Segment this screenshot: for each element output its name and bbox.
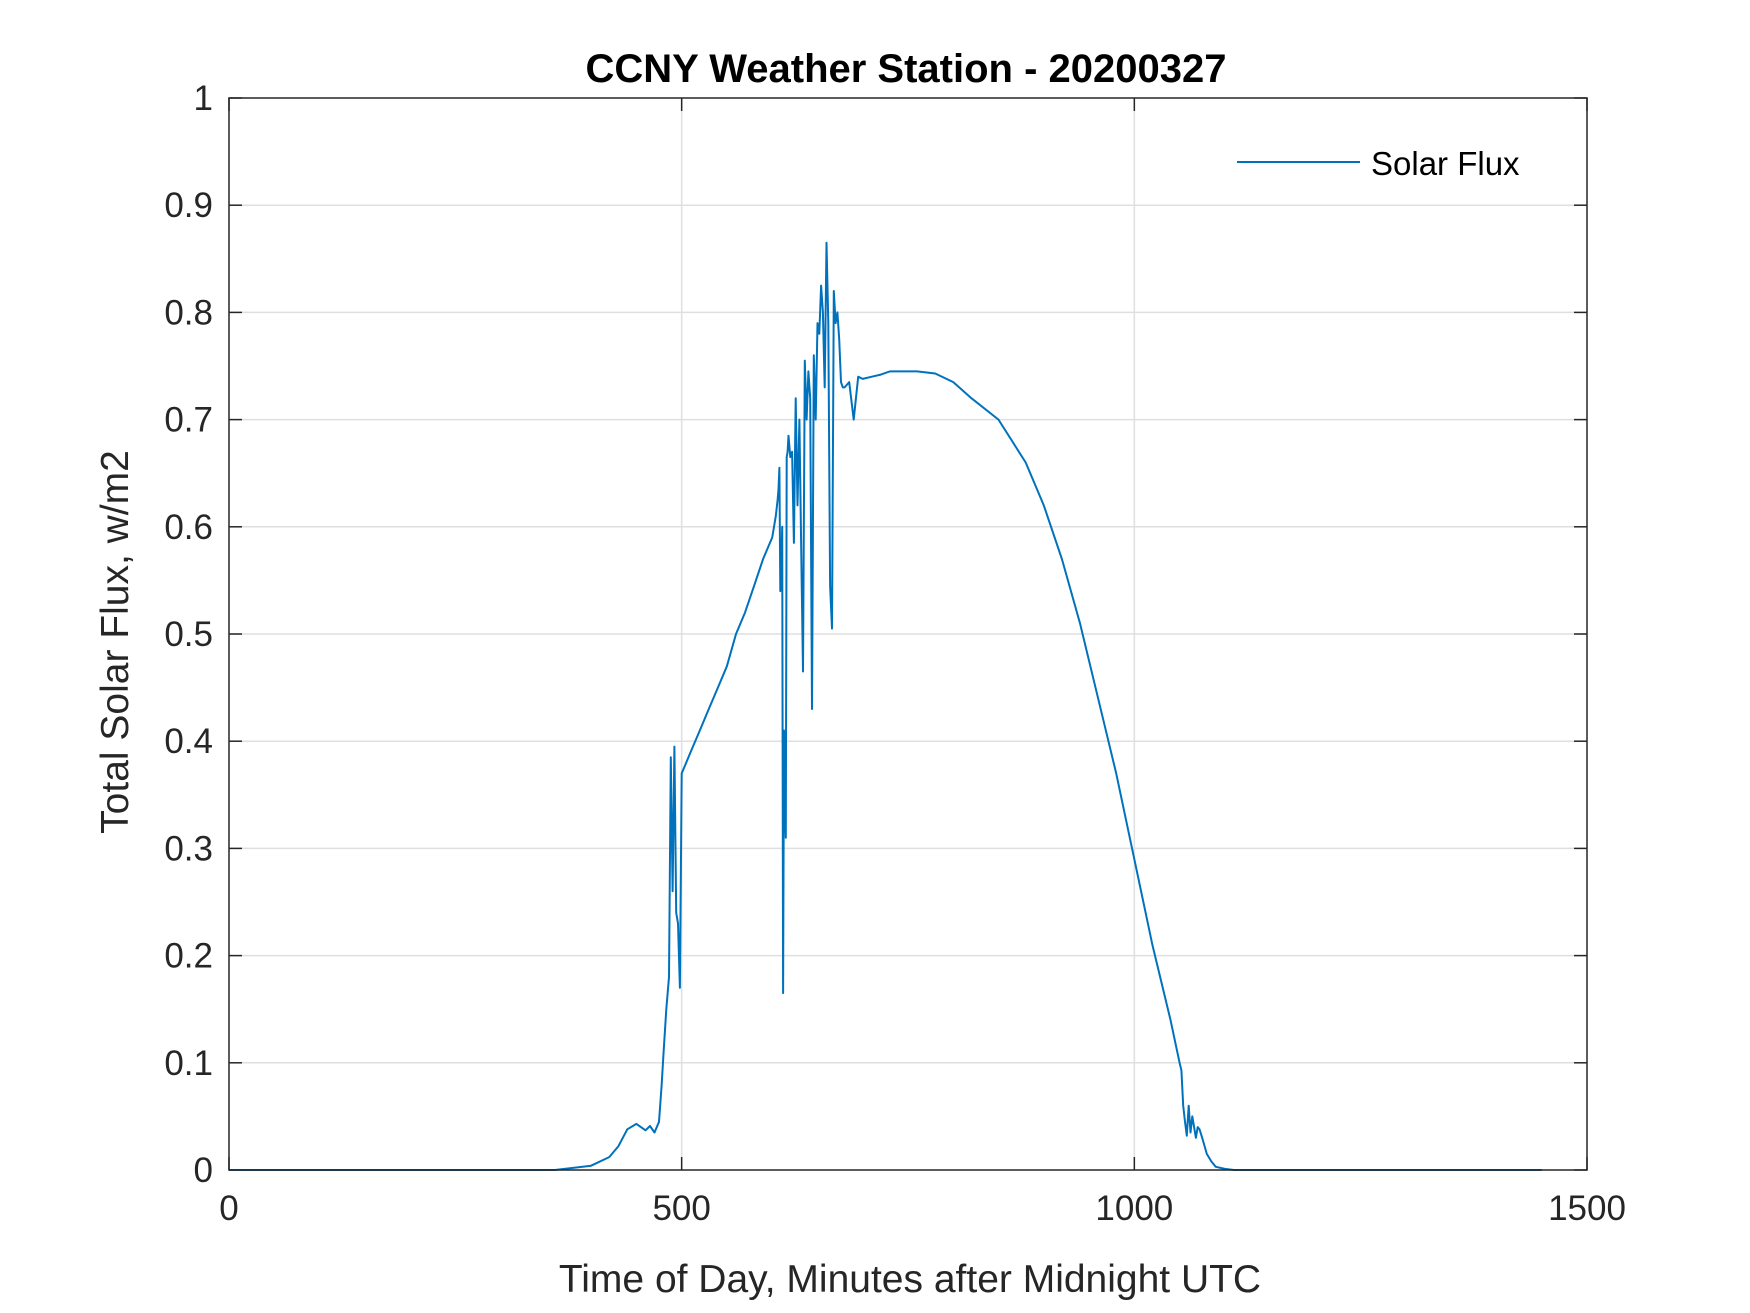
- y-tick-label: 0.7: [164, 401, 213, 440]
- y-tick-label: 0.6: [164, 508, 213, 547]
- y-axis-label: Total Solar Flux, w/m2: [94, 450, 137, 834]
- y-tick-label: 0.8: [164, 293, 213, 332]
- y-tick-label: 0.3: [164, 829, 213, 868]
- y-tick-label: 0.2: [164, 937, 213, 976]
- x-tick-label: 1500: [1548, 1189, 1626, 1228]
- y-tick-labels: 0 0.1 0.2 0.3 0.4 0.5 0.6 0.7 0.8 0.9 1: [164, 79, 213, 1190]
- x-tick-label: 500: [652, 1189, 710, 1228]
- x-tick-label: 0: [219, 1189, 238, 1228]
- legend: Solar Flux: [1237, 145, 1520, 182]
- axes-frame: [228, 97, 1588, 1171]
- y-tick-label: 0.4: [164, 722, 213, 761]
- y-tick-label: 0.5: [164, 615, 213, 654]
- y-tick-label: 0.1: [164, 1044, 213, 1083]
- y-tick-label: 0: [194, 1151, 213, 1190]
- x-axis-label: Time of Day, Minutes after Midnight UTC: [559, 1258, 1261, 1301]
- y-tick-label: 1: [194, 79, 213, 118]
- grid-lines: [229, 98, 1587, 1170]
- x-tick-label: 1000: [1095, 1189, 1173, 1228]
- y-tick-label: 0.9: [164, 186, 213, 225]
- chart-title: CCNY Weather Station - 20200327: [586, 47, 1227, 91]
- series-line-solar-flux: [229, 241, 1542, 1171]
- x-tick-labels: 0 500 1000 1500: [219, 1189, 1626, 1228]
- legend-entry-solar-flux: Solar Flux: [1371, 145, 1520, 182]
